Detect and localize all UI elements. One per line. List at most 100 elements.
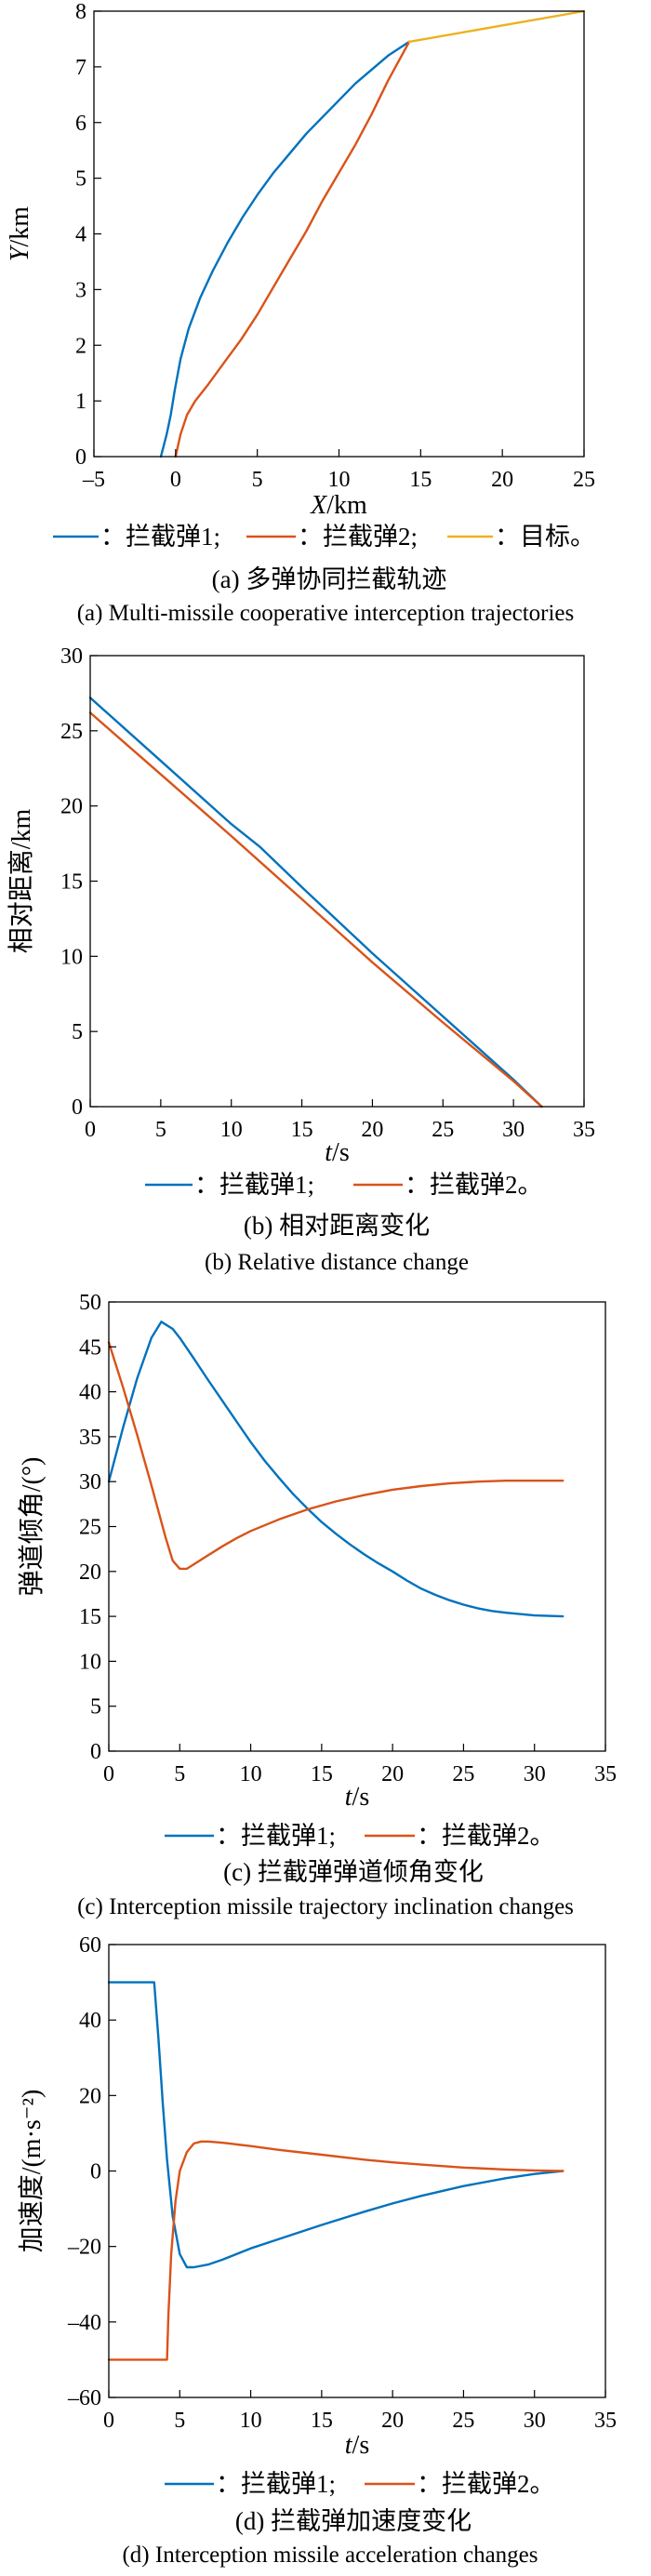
- series-line-1: [107, 1321, 565, 1618]
- series-line-2: [107, 1341, 565, 1571]
- x-tick-label: 0: [103, 2409, 114, 2433]
- y-tick-label: 5: [90, 1695, 101, 1720]
- legend-label-1: ：拦截弹1;: [194, 1171, 314, 1199]
- legend-label-2: ：拦截弹2。: [417, 1822, 555, 1850]
- x-tick-label: 15: [291, 1118, 313, 1142]
- x-tick-label: 10: [240, 2409, 262, 2433]
- y-axis-label: 相对距离/km: [7, 809, 36, 954]
- y-tick-label: –60: [67, 2386, 101, 2410]
- x-tick-label: 5: [252, 468, 263, 492]
- caption-en: (c) Interception missile trajectory incl…: [77, 1894, 574, 1919]
- y-tick-label: 10: [79, 1650, 101, 1674]
- y-tick-label: 50: [79, 1291, 101, 1315]
- x-tick-label: 15: [311, 2409, 333, 2433]
- y-tick-label: 30: [79, 1470, 101, 1494]
- series-line-3: [407, 9, 586, 44]
- y-tick-label: 0: [90, 2160, 101, 2184]
- x-tick-label: 10: [220, 1118, 243, 1142]
- y-tick-label: 25: [79, 1516, 101, 1540]
- chart-panel-d: 0 5 10 15 20 25 30 35 –60 –40 –20 0 20 40 60 t/s 加速度/(m·…: [17, 1933, 617, 2568]
- x-tick-label: 30: [502, 1118, 525, 1142]
- plot-area: [90, 656, 584, 1107]
- y-tick-label: 0: [90, 1740, 101, 1764]
- series-line-1: [159, 40, 411, 458]
- y-tick-label: 20: [79, 2084, 101, 2108]
- y-tick-label: 1: [75, 390, 86, 414]
- x-tick-label: 0: [85, 1118, 96, 1142]
- x-axis-label: t/s: [325, 1138, 349, 1167]
- chart-panel-c: 0 5 10 15 20 25 30 35 0 5 10 15 20 25 30 35 40 45 50 t/s 弹道倾…: [17, 1291, 617, 1919]
- x-tick-label: 30: [524, 1762, 546, 1786]
- x-tick-label: 20: [381, 1762, 404, 1786]
- x-axis-label: X/km: [310, 491, 367, 520]
- series-line-2: [107, 2140, 565, 2361]
- y-tick-label: 25: [60, 720, 83, 744]
- y-tick-label: –40: [67, 2311, 101, 2335]
- caption-zh: (a) 多弹协同拦截轨迹: [212, 565, 447, 593]
- caption-zh: (c) 拦截弹弹道倾角变化: [223, 1858, 484, 1886]
- series-line-1: [88, 697, 543, 1109]
- y-tick-label: 5: [75, 167, 86, 192]
- y-tick-label: 0: [72, 1095, 83, 1120]
- x-tick-label: 20: [491, 468, 513, 492]
- y-tick-label: 10: [60, 945, 83, 969]
- x-tick-label: 25: [573, 468, 595, 492]
- legend: ：拦截弹1; ：拦截弹2。: [165, 1822, 555, 1850]
- x-tick-label: 25: [432, 1118, 454, 1142]
- x-tick-label: 35: [594, 2409, 617, 2433]
- x-axis-label: t/s: [345, 2431, 369, 2460]
- y-tick-label: 2: [75, 334, 86, 358]
- x-tick-label: 35: [573, 1118, 595, 1142]
- x-tick-label: 0: [170, 468, 181, 492]
- y-tick-label: 15: [79, 1605, 101, 1629]
- x-tick-label: 30: [524, 2409, 546, 2433]
- x-tick-label: 25: [452, 1762, 474, 1786]
- x-tick-label: 5: [174, 1762, 185, 1786]
- x-tick-label: 25: [452, 2409, 474, 2433]
- y-tick-label: 15: [60, 870, 83, 895]
- legend-label-1: ：拦截弹1;: [216, 2470, 336, 2498]
- x-tick-label: 20: [381, 2409, 404, 2433]
- legend-label-2: ：拦截弹2;: [298, 523, 418, 551]
- y-tick-label: 30: [60, 644, 83, 669]
- legend-label-2: ：拦截弹2。: [417, 2470, 555, 2498]
- x-tick-label: 0: [103, 1762, 114, 1786]
- legend-label-2: ：拦截弹2。: [405, 1171, 543, 1199]
- legend: ：拦截弹1; ：拦截弹2。: [145, 1171, 543, 1199]
- series-line-1: [107, 1981, 565, 2269]
- chart-panel-b: 0 5 10 15 20 25 30 35 0 5 10 15 20 25 30 t/s 相对距离/km ：拦截弹…: [7, 644, 595, 1275]
- y-tick-label: 35: [79, 1426, 101, 1450]
- x-tick-label: 15: [409, 468, 432, 492]
- legend-label-1: ：拦截弹1;: [216, 1822, 336, 1850]
- y-tick-label: 60: [79, 1933, 101, 1958]
- x-tick-label: –5: [82, 468, 105, 492]
- legend: ：拦截弹1; ：拦截弹2。: [165, 2470, 555, 2498]
- y-tick-label: 20: [60, 795, 83, 819]
- y-tick-label: 20: [79, 1560, 101, 1585]
- y-tick-label: 40: [79, 2009, 101, 2033]
- caption-zh: (d) 拦截弹加速度变化: [235, 2507, 472, 2535]
- x-tick-label: 10: [240, 1762, 262, 1786]
- y-tick-label: –20: [67, 2236, 101, 2260]
- y-tick-label: 40: [79, 1381, 101, 1405]
- x-tick-label: 5: [155, 1118, 166, 1142]
- x-tick-label: 20: [361, 1118, 383, 1142]
- y-tick-label: 7: [75, 56, 86, 80]
- y-tick-label: 45: [79, 1335, 101, 1360]
- x-tick-label: 10: [328, 468, 351, 492]
- y-axis-label: Y/km: [6, 206, 34, 261]
- plot-area: [94, 11, 584, 457]
- x-tick-label: 5: [174, 2409, 185, 2433]
- y-tick-label: 0: [75, 445, 86, 470]
- caption-zh: (b) 相对距离变化: [244, 1212, 430, 1240]
- y-tick-label: 3: [75, 278, 86, 302]
- caption-en: (b) Relative distance change: [205, 1250, 469, 1275]
- y-axis-label: 弹道倾角/(°): [17, 1457, 46, 1597]
- y-axis-label: 加速度/(m·s⁻²): [17, 2090, 46, 2253]
- y-tick-label: 4: [75, 223, 86, 247]
- x-axis-label: t/s: [345, 1783, 369, 1812]
- series-line-2: [88, 711, 543, 1109]
- caption-en: (d) Interception missile acceleration ch…: [122, 2543, 538, 2568]
